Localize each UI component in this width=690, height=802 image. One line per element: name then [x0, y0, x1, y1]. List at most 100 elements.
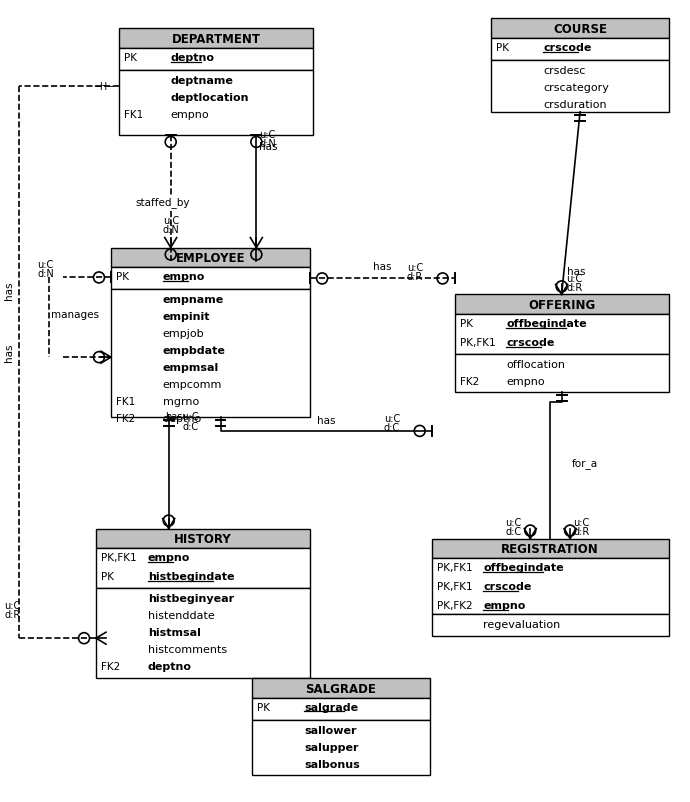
Text: PK: PK [116, 272, 129, 282]
Text: salgrade: salgrade [304, 702, 358, 712]
Text: crscode: crscode [484, 581, 532, 592]
Bar [432, 614, 669, 637]
Text: u:C: u:C [4, 601, 21, 610]
Bar [491, 61, 669, 113]
Text: offbegindate: offbegindate [484, 563, 564, 573]
Bar [455, 354, 669, 392]
Text: u:C: u:C [259, 130, 275, 140]
Text: has: has [259, 142, 278, 152]
Text: d:R: d:R [4, 610, 21, 619]
Text: empcomm: empcomm [163, 379, 222, 390]
Text: empinit: empinit [163, 312, 210, 322]
Bar [119, 29, 313, 49]
Text: crscode: crscode [506, 338, 555, 348]
Bar [119, 49, 313, 71]
Text: SALGRADE: SALGRADE [306, 682, 377, 695]
Text: PK: PK [124, 53, 137, 63]
Text: empno: empno [148, 553, 190, 563]
Text: staffed_by: staffed_by [136, 197, 190, 208]
Text: u:C: u:C [384, 413, 400, 423]
Text: histbeginyear: histbeginyear [148, 593, 234, 604]
Text: FK2: FK2 [116, 414, 135, 423]
Text: OFFERING: OFFERING [528, 298, 595, 311]
Bar [111, 268, 310, 290]
Bar [491, 19, 669, 39]
Text: PK: PK [496, 43, 509, 53]
Text: has: has [373, 262, 392, 272]
Text: histcomments: histcomments [148, 644, 227, 654]
Text: FK2: FK2 [101, 662, 120, 671]
Text: offlocation: offlocation [506, 359, 565, 370]
Bar [96, 549, 310, 589]
Text: FK1: FK1 [124, 110, 143, 119]
Bar [455, 315, 669, 354]
Bar [111, 249, 310, 268]
Text: manages: manages [51, 310, 99, 320]
Text: empno: empno [484, 601, 526, 610]
Text: PK,FK1: PK,FK1 [460, 338, 495, 348]
Bar [432, 539, 669, 559]
Text: has: has [566, 267, 585, 277]
Text: FK1: FK1 [116, 396, 135, 407]
Bar [455, 295, 669, 315]
Bar [253, 698, 430, 720]
Text: d:R: d:R [406, 272, 423, 282]
Text: empjob: empjob [163, 329, 204, 338]
Text: crscategory: crscategory [543, 83, 609, 93]
Text: u:C: u:C [573, 517, 589, 527]
Text: crsduration: crsduration [543, 100, 607, 110]
Text: salbonus: salbonus [304, 759, 360, 769]
Bar [96, 529, 310, 549]
Text: PK,FK1: PK,FK1 [437, 581, 472, 592]
Text: empname: empname [163, 295, 224, 305]
Text: u:C: u:C [163, 216, 179, 225]
Bar [432, 559, 669, 614]
Text: has: has [317, 415, 335, 425]
Text: EMPLOYEE: EMPLOYEE [176, 252, 245, 265]
Text: PK,FK2: PK,FK2 [437, 601, 472, 610]
Text: PK,FK1: PK,FK1 [101, 553, 137, 563]
Text: u:C: u:C [406, 263, 423, 273]
Text: ─H─: ─H─ [94, 82, 113, 92]
Text: DEPARTMENT: DEPARTMENT [172, 33, 261, 46]
Text: regevaluation: regevaluation [484, 619, 561, 630]
Text: empno: empno [163, 272, 205, 282]
Text: sallower: sallower [304, 725, 357, 735]
Text: u:C: u:C [566, 274, 583, 284]
Text: deptlocation: deptlocation [170, 93, 249, 103]
Text: histbegindate: histbegindate [148, 572, 235, 581]
Text: PK: PK [460, 319, 473, 329]
Text: d:N: d:N [259, 139, 276, 148]
Text: deptname: deptname [170, 76, 234, 86]
Text: d:N: d:N [163, 225, 179, 234]
Bar [253, 720, 430, 775]
Text: HISTORY: HISTORY [174, 533, 232, 545]
Text: PK,FK1: PK,FK1 [437, 563, 472, 573]
Text: d:C: d:C [505, 526, 522, 536]
Bar [253, 678, 430, 698]
Bar [119, 71, 313, 136]
Text: crsdesc: crsdesc [543, 66, 586, 76]
Text: empmsal: empmsal [163, 363, 219, 373]
Text: FK2: FK2 [460, 377, 479, 387]
Text: d:C: d:C [384, 423, 400, 432]
Bar [491, 39, 669, 61]
Text: offbegindate: offbegindate [506, 319, 587, 329]
Text: PK: PK [101, 572, 114, 581]
Text: d:R: d:R [566, 283, 583, 293]
Text: has: has [4, 282, 14, 300]
Bar [111, 290, 310, 417]
Text: empno: empno [506, 377, 545, 387]
Text: PK: PK [257, 702, 270, 712]
Text: d:R: d:R [573, 526, 589, 536]
Text: REGISTRATION: REGISTRATION [502, 542, 599, 555]
Text: crscode: crscode [543, 43, 591, 53]
Text: mgrno: mgrno [163, 396, 199, 407]
Text: u:C: u:C [37, 260, 54, 270]
Text: d:C: d:C [183, 421, 199, 431]
Text: deptno: deptno [163, 414, 202, 423]
Text: COURSE: COURSE [553, 22, 607, 36]
Text: hasu:C: hasu:C [165, 411, 198, 421]
Text: d:N: d:N [37, 269, 54, 279]
Text: has: has [4, 343, 14, 362]
